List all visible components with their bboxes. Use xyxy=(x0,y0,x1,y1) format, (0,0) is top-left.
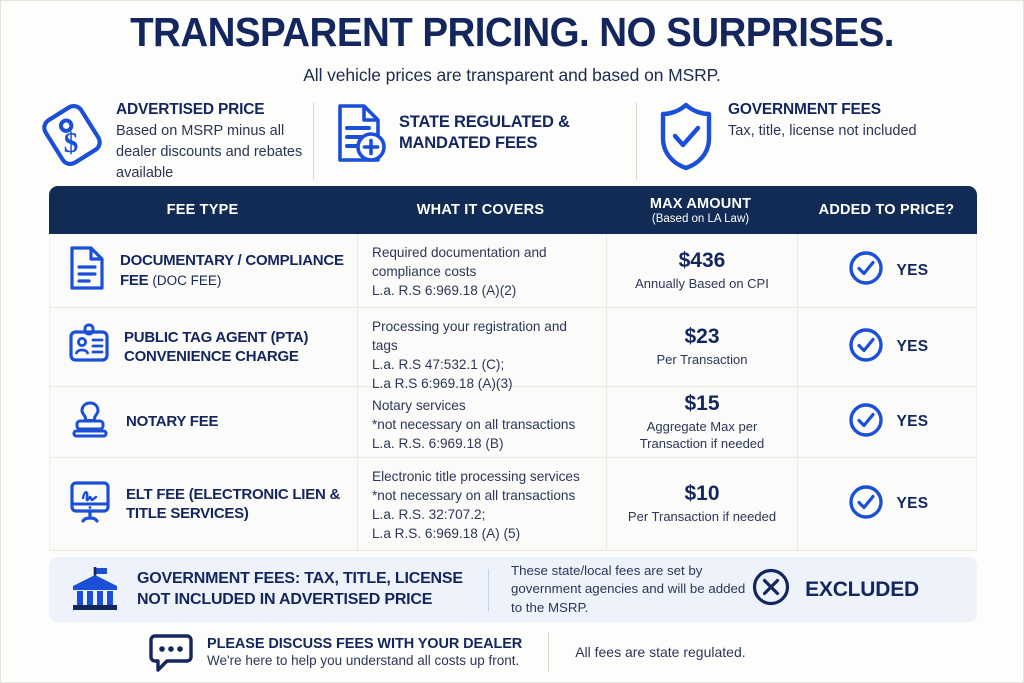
government-banner-desc: These state/local fees are set by govern… xyxy=(511,562,746,615)
column-header-added-to-price: ADDED TO PRICE? xyxy=(818,202,955,218)
amount-note: Aggregate Max per Transaction if needed xyxy=(639,418,765,452)
cell-what-it-covers: Required documentation and compliance co… xyxy=(357,234,606,307)
cell-max-amount: $23 Per Transaction xyxy=(606,308,797,386)
cell-what-it-covers: Notary services *not necessary on all tr… xyxy=(357,387,606,457)
cell-max-amount: $436 Annually Based on CPI xyxy=(606,234,797,307)
covers-text: Electronic title processing services *no… xyxy=(372,469,580,541)
status-badge: EXCLUDED xyxy=(805,577,919,601)
table-header-row: FEE TYPE WHAT IT COVERS MAX AMOUNT (Base… xyxy=(49,186,977,234)
chat-bubble-icon xyxy=(149,631,193,673)
added-value: YES xyxy=(896,338,929,355)
government-banner-title: GOVERNMENT FEES: TAX, TITLE, LICENSE NOT… xyxy=(137,570,463,608)
table-row: ELT FEE (ELECTRONIC LIEN & TITLE SERVICE… xyxy=(49,458,977,551)
svg-text:$: $ xyxy=(64,127,79,159)
document-plus-icon xyxy=(332,100,388,166)
shield-check-icon xyxy=(655,100,717,172)
column-header-max-amount-label: MAX AMOUNT xyxy=(649,195,752,212)
cell-fee-type: DOCUMENTARY / COMPLIANCE FEE (DOC FEE) xyxy=(50,234,357,307)
fee-name-sub: (DOC FEE) xyxy=(152,272,222,288)
covers-text: Required documentation and compliance co… xyxy=(372,245,547,298)
monitor-signature-icon xyxy=(68,479,112,530)
notary-stamp-icon xyxy=(68,398,112,447)
feature-text: ADVERTISED PRICE Based on MSRP minus all… xyxy=(116,98,309,183)
government-fees-banner: GOVERNMENT FEES: TAX, TITLE, LICENSE NOT… xyxy=(49,557,977,622)
table-row: DOCUMENTARY / COMPLIANCE FEE (DOC FEE) R… xyxy=(49,234,977,308)
amount-note: Annually Based on CPI xyxy=(635,275,769,291)
footer-note: PLEASE DISCUSS FEES WITH YOUR DEALER We'… xyxy=(49,627,977,677)
fee-name: DOCUMENTARY / COMPLIANCE FEE (DOC FEE) xyxy=(120,251,345,289)
footer-desc: We're here to help you understand all co… xyxy=(207,653,520,668)
table-row: PUBLIC TAG AGENT (PTA) CONVENIENCE CHARG… xyxy=(49,308,977,391)
column-header-what-it-covers: WHAT IT COVERS xyxy=(416,202,545,218)
fee-name: NOTARY FEE xyxy=(126,412,218,431)
covers-text: Notary services *not necessary on all tr… xyxy=(372,398,576,451)
footer-text: PLEASE DISCUSS FEES WITH YOUR DEALER We'… xyxy=(207,636,522,668)
added-value: YES xyxy=(896,495,929,512)
feature-title: STATE REGULATED & MANDATED FEES xyxy=(399,112,570,153)
feature-row: $ ADVERTISED PRICE Based on MSRP minus a… xyxy=(35,98,989,192)
page-subtitle: All vehicle prices are transparent and b… xyxy=(303,65,721,86)
added-value: YES xyxy=(896,413,929,430)
feature-desc: Tax, title, license not included xyxy=(728,123,917,140)
cell-added-to-price: YES xyxy=(797,458,977,550)
amount-value: $23 xyxy=(684,325,720,349)
page-title: TRANSPARENT PRICING. NO SURPRISES. xyxy=(130,9,894,55)
feature-desc: Based on MSRP minus all dealer discounts… xyxy=(116,123,303,181)
fee-name-main: ELT FEE (ELECTRONIC LIEN & TITLE SERVICE… xyxy=(126,485,341,522)
price-tag-icon: $ xyxy=(39,100,105,170)
table-row: NOTARY FEE Notary services *not necessar… xyxy=(49,387,977,458)
feature-government-fees: GOVERNMENT FEES Tax, title, license not … xyxy=(637,98,989,172)
covers-text: Processing your registration and tags L.… xyxy=(372,319,567,391)
document-icon xyxy=(68,245,106,296)
feature-state-regulated: STATE REGULATED & MANDATED FEES xyxy=(314,98,636,166)
cell-fee-type: PUBLIC TAG AGENT (PTA) CONVENIENCE CHARG… xyxy=(50,308,357,386)
excluded-status: EXCLUDED xyxy=(751,567,959,612)
feature-divider xyxy=(313,102,314,181)
cell-added-to-price: YES xyxy=(797,308,977,386)
amount-value: $436 xyxy=(678,248,726,272)
amount-note: Per Transaction xyxy=(656,352,748,368)
check-circle-icon xyxy=(848,484,884,525)
cell-max-amount: $15 Aggregate Max per Transaction if nee… xyxy=(606,387,797,457)
column-header-max-amount: MAX AMOUNT (Based on LA Law) xyxy=(605,196,796,225)
fee-name-main: DOCUMENTARY / COMPLIANCE FEE xyxy=(120,252,344,289)
feature-title: ADVERTISED PRICE xyxy=(116,101,265,119)
cell-added-to-price: YES xyxy=(797,234,977,307)
added-value: YES xyxy=(896,261,929,279)
cell-fee-type: ELT FEE (ELECTRONIC LIEN & TITLE SERVICE… xyxy=(50,458,357,550)
check-circle-icon xyxy=(848,250,884,291)
id-badge-icon xyxy=(68,323,110,372)
cell-fee-type: NOTARY FEE xyxy=(50,387,357,457)
check-circle-icon xyxy=(848,402,884,443)
amount-value: $10 xyxy=(684,482,720,506)
cell-added-to-price: YES xyxy=(797,387,977,457)
feature-text: STATE REGULATED & MANDATED FEES xyxy=(399,110,632,155)
government-building-icon xyxy=(67,564,123,616)
check-circle-icon xyxy=(848,327,884,368)
feature-text: GOVERNMENT FEES Tax, title, license not … xyxy=(728,98,917,142)
cell-what-it-covers: Electronic title processing services *no… xyxy=(357,458,606,550)
fee-name-main: PUBLIC TAG AGENT (PTA) CONVENIENCE CHARG… xyxy=(124,328,309,365)
x-circle-icon xyxy=(751,567,791,612)
banner-divider xyxy=(488,568,489,611)
fee-name: ELT FEE (ELECTRONIC LIEN & TITLE SERVICE… xyxy=(126,485,345,523)
feature-title: GOVERNMENT FEES xyxy=(728,101,881,119)
feature-advertised-price: $ ADVERTISED PRICE Based on MSRP minus a… xyxy=(35,98,313,183)
amount-value: $15 xyxy=(684,391,720,415)
feature-divider xyxy=(636,102,637,181)
footer-divider xyxy=(548,632,550,672)
cell-what-it-covers: Processing your registration and tags L.… xyxy=(357,308,606,391)
fee-name: PUBLIC TAG AGENT (PTA) CONVENIENCE CHARG… xyxy=(124,328,345,366)
fee-table: FEE TYPE WHAT IT COVERS MAX AMOUNT (Base… xyxy=(49,186,977,551)
column-header-max-amount-sub: (Based on LA Law) xyxy=(651,212,750,225)
fee-name-main: NOTARY FEE xyxy=(126,413,219,431)
column-header-fee-type: FEE TYPE xyxy=(166,202,239,218)
footer-regulated-note: All fees are state regulated. xyxy=(575,644,746,660)
footer-title: PLEASE DISCUSS FEES WITH YOUR DEALER xyxy=(207,636,523,652)
amount-note: Per Transaction if needed xyxy=(627,509,777,525)
cell-max-amount: $10 Per Transaction if needed xyxy=(606,458,797,550)
